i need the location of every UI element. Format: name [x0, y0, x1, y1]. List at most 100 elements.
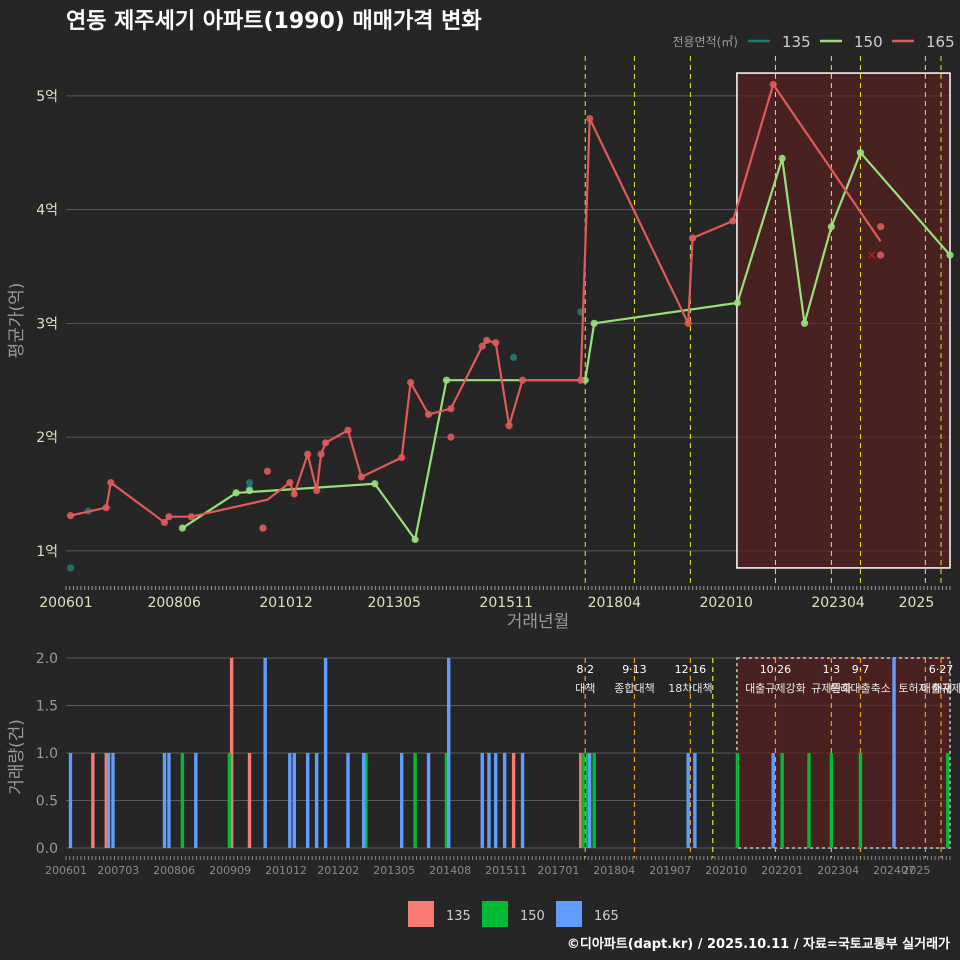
- data-point-165: [689, 234, 697, 242]
- legend-label-135: 135: [446, 909, 471, 924]
- bar-150: [585, 753, 590, 848]
- data-point-165: [160, 518, 169, 527]
- event-label: 종합대책: [614, 682, 654, 695]
- event-date: 10·26: [760, 663, 792, 676]
- data-point-150: [590, 319, 598, 327]
- legend-label-165: 165: [926, 33, 955, 51]
- bar-165: [167, 753, 171, 848]
- data-point-165: [769, 80, 777, 89]
- data-point-165: [518, 376, 527, 384]
- data-point-150: [733, 299, 741, 307]
- bar-150: [180, 753, 185, 848]
- bar-135: [229, 658, 234, 848]
- x-tick-label: 201408: [429, 864, 471, 877]
- bar-165: [771, 753, 775, 848]
- bar-165: [292, 753, 296, 848]
- event-label: 규제완화: [811, 682, 851, 695]
- x-axis-label: 거래년월: [507, 612, 570, 632]
- event-date: 6·27: [929, 663, 954, 676]
- data-point-150: [232, 489, 240, 497]
- legend-swatch-165: [556, 901, 582, 927]
- bar-165: [361, 753, 366, 848]
- bar-150: [364, 753, 368, 848]
- data-point-150: [371, 480, 379, 488]
- data-point-165: [317, 450, 325, 458]
- x-tick-label: 200601: [45, 864, 87, 877]
- bar-150: [780, 753, 784, 848]
- x-tick-label: 2025: [902, 864, 930, 877]
- legend-label-150: 150: [854, 33, 883, 51]
- data-point-165: [577, 376, 585, 384]
- event-date: 9·13: [622, 663, 647, 676]
- highlight-box: [736, 72, 951, 569]
- data-point-135: [66, 564, 75, 572]
- bar-165: [194, 753, 198, 848]
- data-point-165: [729, 217, 737, 225]
- event-label: 대출규제강화: [745, 682, 806, 695]
- y-tick-label: 1억: [36, 544, 58, 560]
- x-tick-label: 201701: [537, 864, 579, 877]
- data-point-150: [778, 154, 786, 162]
- x-tick-label: 202304: [811, 595, 865, 611]
- bar-150: [444, 753, 449, 848]
- data-point-150: [411, 535, 419, 544]
- y-tick-label: 1.0: [36, 746, 58, 762]
- data-point-165: [344, 426, 352, 434]
- data-point-150: [946, 251, 954, 259]
- bar-165: [587, 753, 592, 848]
- bar-135: [247, 753, 252, 848]
- y-tick-label: 0.0: [36, 841, 58, 857]
- data-point-135: [245, 479, 254, 487]
- bar-165: [306, 753, 310, 848]
- legend-volume: 135 150 165: [408, 901, 619, 927]
- legend-title: 전용면적(㎡): [672, 35, 738, 49]
- bar-135: [579, 753, 583, 848]
- data-point-165: [398, 453, 406, 462]
- bar-165: [314, 753, 319, 848]
- data-point-165: [286, 479, 294, 487]
- y-tick-label: 3억: [36, 316, 58, 332]
- bar-150: [807, 753, 811, 848]
- bar-150: [829, 753, 834, 848]
- data-point-165: [290, 490, 298, 498]
- event-label: 대책: [575, 682, 595, 695]
- event-date: 12·16: [675, 663, 707, 676]
- volume-chart: 0.0 0.5 1.0 1.5 2.0 200601 200703 200806 200909 2…: [7, 651, 960, 877]
- event-date: 1·3: [823, 663, 841, 676]
- bar-150: [581, 753, 585, 848]
- data-point-165: [407, 378, 415, 387]
- data-point-165: [877, 223, 885, 231]
- bar-165: [426, 753, 431, 848]
- data-point-165: [263, 467, 272, 475]
- chart-title: 연동 제주세기 아파트(1990) 매매가격 변화: [66, 9, 482, 34]
- x-tick-label: 2025: [899, 595, 935, 611]
- x-tick-label: 201305: [368, 595, 421, 611]
- bar-165: [446, 658, 451, 848]
- y-axis-label: 거래량(건): [7, 719, 27, 795]
- bar-165: [162, 753, 167, 848]
- data-point-135: [509, 353, 518, 362]
- bar-135: [91, 753, 95, 848]
- x-tick-label: 201804: [593, 864, 635, 877]
- x-tick-label: 200703: [97, 864, 139, 877]
- data-point-165: [478, 342, 486, 350]
- price-chart: 1억 2억 3억 4억 5억 200601 200806 201012 201305 201511…: [7, 56, 954, 632]
- x-tick-label: 201511: [479, 595, 532, 611]
- legend-label-150: 150: [520, 909, 545, 924]
- bar-165: [323, 658, 328, 848]
- x-tick-label: 202304: [817, 864, 859, 877]
- bar-165: [487, 753, 491, 848]
- data-point-165: [877, 251, 885, 259]
- bar-150: [592, 753, 596, 848]
- x-tick-label: 201305: [373, 864, 415, 877]
- data-point-165: [447, 433, 455, 441]
- data-point-165: [492, 339, 500, 347]
- data-point-150: [800, 319, 809, 327]
- data-point-165: [447, 405, 455, 413]
- event-label: 대출규제: [921, 682, 960, 695]
- legend-swatch-135: [408, 901, 434, 927]
- bar-165: [493, 753, 498, 848]
- y-tick-label: 1.5: [36, 699, 58, 715]
- data-point-165: [357, 473, 366, 481]
